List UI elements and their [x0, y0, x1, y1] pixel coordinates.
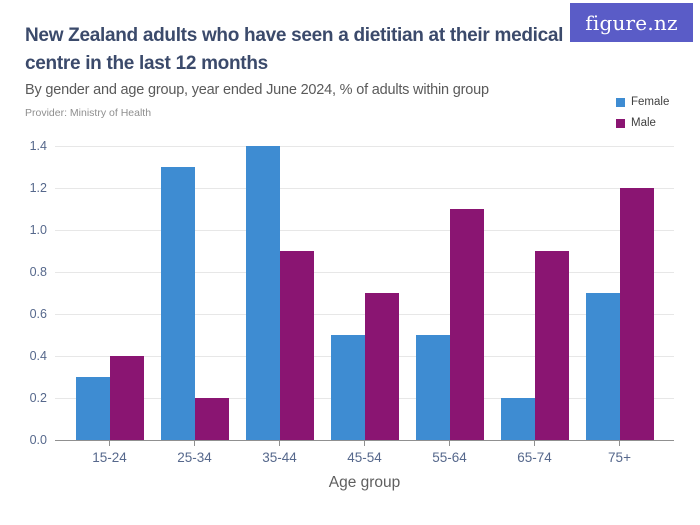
legend-item-female: Female: [616, 96, 669, 108]
x-tick: [194, 441, 195, 446]
bar-male-15-24[interactable]: [109, 356, 144, 440]
gridline: [55, 187, 674, 189]
x-axis-line: [55, 440, 674, 441]
bar-female-15-24[interactable]: [75, 377, 110, 440]
x-tick: [109, 441, 110, 446]
bar-female-25-34[interactable]: [160, 167, 195, 440]
female-swatch-icon: [616, 97, 625, 107]
provider-credit: Provider: Ministry of Health: [25, 107, 152, 119]
x-tick-label: 25-34: [177, 450, 212, 465]
y-tick-label: 0.0: [29, 433, 47, 447]
y-tick-label: 0.6: [29, 307, 47, 321]
bar-male-65-74[interactable]: [534, 251, 569, 440]
x-tick-label: 15-24: [92, 450, 127, 465]
x-tick: [449, 441, 450, 446]
legend-label-male: Male: [631, 117, 656, 129]
bar-female-55-64[interactable]: [415, 335, 450, 440]
y-tick-label: 1.0: [29, 223, 47, 237]
x-tick: [619, 441, 620, 446]
y-tick-label: 1.2: [29, 181, 47, 195]
legend-item-male: Male: [616, 117, 669, 129]
y-tick-label: 1.4: [29, 139, 47, 153]
chart-legend: Female Male: [616, 96, 669, 138]
x-tick-label: 45-54: [347, 450, 382, 465]
chart-subtitle: By gender and age group, year ended June…: [25, 82, 489, 98]
x-tick: [364, 441, 365, 446]
bar-female-45-54[interactable]: [330, 335, 365, 440]
male-swatch-icon: [616, 118, 625, 128]
bar-male-35-44[interactable]: [279, 251, 314, 440]
gridline: [55, 229, 674, 231]
bar-male-25-34[interactable]: [194, 398, 229, 440]
x-axis-title: Age group: [328, 474, 401, 491]
bar-female-75+[interactable]: [585, 293, 620, 440]
figure-nz-logo-text: figure.nz: [585, 10, 678, 35]
x-tick-label: 35-44: [262, 450, 297, 465]
y-tick-label: 0.4: [29, 349, 47, 363]
bar-female-35-44[interactable]: [245, 146, 280, 440]
y-tick-label: 0.2: [29, 391, 47, 405]
bar-female-65-74[interactable]: [500, 398, 535, 440]
bar-male-55-64[interactable]: [449, 209, 484, 440]
gridline: [55, 271, 674, 273]
x-tick-label: 65-74: [517, 450, 552, 465]
x-tick-label: 75+: [608, 450, 631, 465]
x-tick: [534, 441, 535, 446]
bar-male-75+[interactable]: [619, 188, 654, 440]
page-title: New Zealand adults who have seen a dieti…: [25, 25, 564, 74]
gridline: [55, 145, 674, 147]
x-tick-label: 55-64: [432, 450, 467, 465]
bar-male-45-54[interactable]: [364, 293, 399, 440]
x-tick: [279, 441, 280, 446]
figure-nz-logo[interactable]: figure.nz: [570, 3, 693, 42]
y-tick-label: 0.8: [29, 265, 47, 279]
legend-label-female: Female: [631, 96, 670, 108]
